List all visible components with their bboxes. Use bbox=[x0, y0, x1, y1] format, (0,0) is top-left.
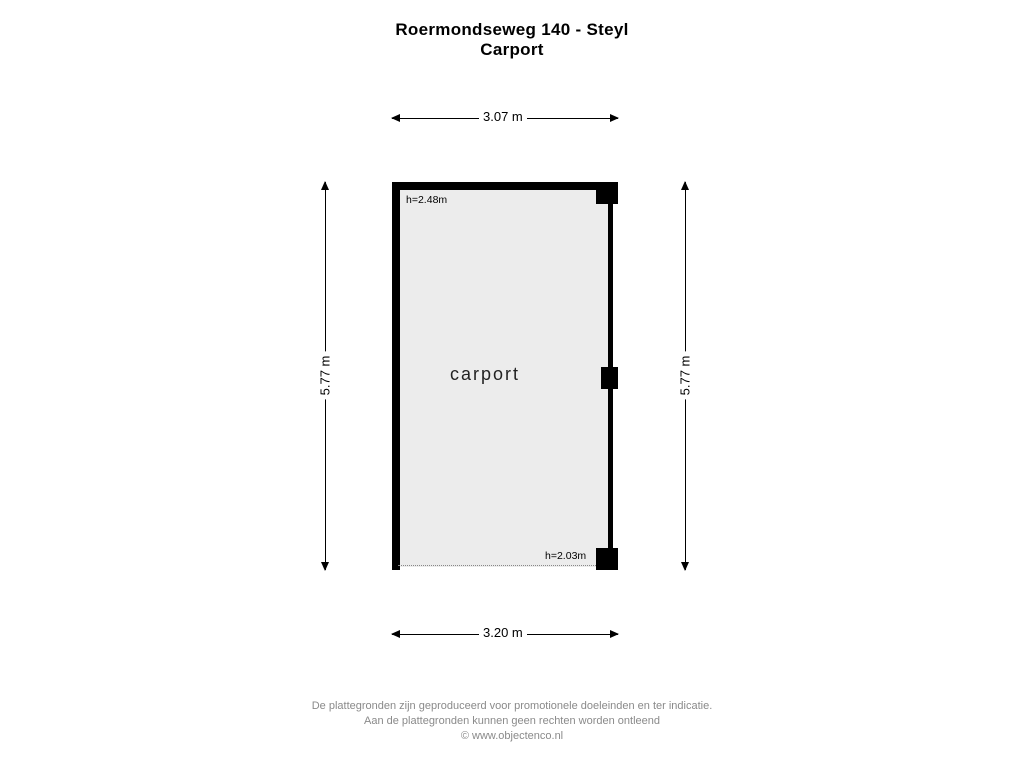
wall-left bbox=[392, 182, 400, 570]
dimension-top-arrow-right bbox=[610, 114, 619, 122]
floorplan-canvas: h=2.48m h=2.03m carport 3.07 m 3.20 m 5.… bbox=[0, 0, 1024, 768]
height-label-top: h=2.48m bbox=[406, 194, 447, 206]
dimension-bottom-arrow-right bbox=[610, 630, 619, 638]
dimension-bottom-label: 3.20 m bbox=[479, 625, 527, 640]
footer: De plattegronden zijn geproduceerd voor … bbox=[0, 699, 1024, 744]
pillar-mid-right bbox=[601, 367, 618, 389]
dimension-left-arrow-bottom bbox=[321, 562, 329, 571]
dimension-left-label: 5.77 m bbox=[317, 352, 332, 400]
wall-top bbox=[392, 182, 616, 190]
height-label-bottom: h=2.03m bbox=[545, 550, 586, 562]
footer-line-3: © www.objectenco.nl bbox=[0, 729, 1024, 744]
room-label: carport bbox=[450, 364, 520, 385]
dimension-right-arrow-top bbox=[681, 181, 689, 190]
dimension-top-arrow-left bbox=[391, 114, 400, 122]
footer-line-1: De plattegronden zijn geproduceerd voor … bbox=[0, 699, 1024, 714]
pillar-top-right bbox=[596, 182, 618, 204]
dimension-right-arrow-bottom bbox=[681, 562, 689, 571]
dimension-top-label: 3.07 m bbox=[479, 109, 527, 124]
dimension-left-arrow-top bbox=[321, 181, 329, 190]
opening-bottom-dotted bbox=[398, 565, 596, 566]
dimension-right-label: 5.77 m bbox=[677, 352, 692, 400]
footer-line-2: Aan de plattegronden kunnen geen rechten… bbox=[0, 714, 1024, 729]
dimension-bottom-arrow-left bbox=[391, 630, 400, 638]
pillar-bottom-right bbox=[596, 548, 618, 570]
